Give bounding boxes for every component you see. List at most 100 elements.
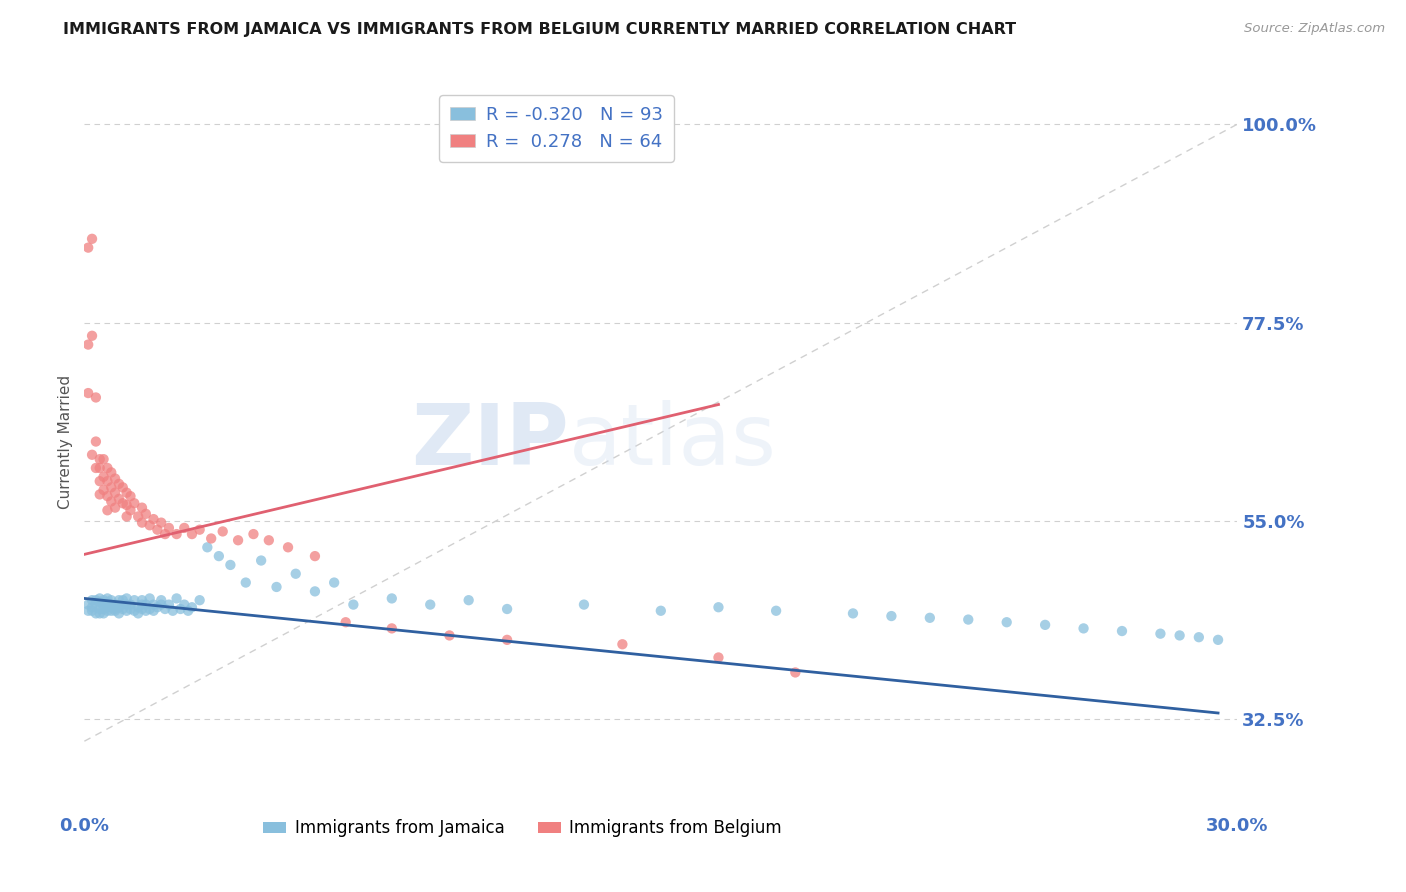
Point xyxy=(169,602,191,616)
Point xyxy=(707,600,730,615)
Point xyxy=(89,487,111,501)
Point xyxy=(707,650,730,665)
Point xyxy=(208,549,231,563)
Point xyxy=(100,604,122,618)
Point xyxy=(342,598,364,612)
Point xyxy=(181,600,204,615)
Point xyxy=(131,593,153,607)
Point xyxy=(80,604,103,618)
Point xyxy=(111,602,134,616)
Point xyxy=(111,480,134,494)
Point xyxy=(1206,632,1229,647)
Point xyxy=(131,516,153,530)
Point xyxy=(323,575,346,590)
Point xyxy=(277,541,299,555)
Point xyxy=(77,598,100,612)
Point xyxy=(166,591,188,606)
Point xyxy=(100,466,122,480)
Point xyxy=(80,232,103,246)
Point xyxy=(108,607,131,621)
Text: ZIP: ZIP xyxy=(411,400,568,483)
Point xyxy=(100,494,122,508)
Point xyxy=(124,496,146,510)
Point xyxy=(995,615,1018,630)
Legend: Immigrants from Jamaica, Immigrants from Belgium: Immigrants from Jamaica, Immigrants from… xyxy=(256,813,789,844)
Point xyxy=(115,498,138,512)
Point xyxy=(104,604,127,618)
Point xyxy=(115,604,138,618)
Point xyxy=(127,600,149,615)
Point xyxy=(146,523,169,537)
Point xyxy=(84,391,107,405)
Point xyxy=(80,448,103,462)
Point xyxy=(304,584,326,599)
Point xyxy=(572,598,595,612)
Point xyxy=(381,621,404,635)
Point xyxy=(77,604,100,618)
Point xyxy=(1073,621,1095,635)
Point xyxy=(96,591,118,606)
Point xyxy=(127,509,149,524)
Point xyxy=(93,470,115,484)
Point xyxy=(219,558,242,572)
Point xyxy=(120,598,142,612)
Text: atlas: atlas xyxy=(568,400,776,483)
Point xyxy=(93,452,115,467)
Point xyxy=(135,604,157,618)
Point xyxy=(96,600,118,615)
Point xyxy=(115,598,138,612)
Point xyxy=(150,593,173,607)
Point xyxy=(84,593,107,607)
Point xyxy=(842,607,865,621)
Point xyxy=(235,575,257,590)
Point xyxy=(211,524,233,539)
Point xyxy=(157,521,180,535)
Point xyxy=(84,598,107,612)
Point xyxy=(1111,624,1133,638)
Point xyxy=(89,474,111,488)
Point xyxy=(142,512,165,526)
Point xyxy=(457,593,479,607)
Point xyxy=(918,611,941,625)
Point xyxy=(115,591,138,606)
Text: Source: ZipAtlas.com: Source: ZipAtlas.com xyxy=(1244,22,1385,36)
Point xyxy=(138,591,160,606)
Point xyxy=(84,461,107,475)
Text: IMMIGRANTS FROM JAMAICA VS IMMIGRANTS FROM BELGIUM CURRENTLY MARRIED CORRELATION: IMMIGRANTS FROM JAMAICA VS IMMIGRANTS FR… xyxy=(63,22,1017,37)
Point xyxy=(188,523,211,537)
Point xyxy=(84,434,107,449)
Point xyxy=(115,485,138,500)
Point xyxy=(120,489,142,503)
Point xyxy=(124,604,146,618)
Point xyxy=(96,461,118,475)
Point xyxy=(93,593,115,607)
Point xyxy=(100,480,122,494)
Point xyxy=(612,637,634,651)
Point xyxy=(124,593,146,607)
Point xyxy=(266,580,288,594)
Point xyxy=(150,516,173,530)
Point xyxy=(166,527,188,541)
Point xyxy=(142,604,165,618)
Point xyxy=(153,527,176,541)
Point xyxy=(93,598,115,612)
Point xyxy=(104,471,127,485)
Point xyxy=(1188,630,1211,644)
Point xyxy=(284,566,307,581)
Point xyxy=(96,595,118,609)
Point xyxy=(162,604,184,618)
Point xyxy=(89,591,111,606)
Point xyxy=(138,518,160,533)
Point xyxy=(195,541,218,555)
Point xyxy=(173,598,195,612)
Point xyxy=(89,461,111,475)
Point xyxy=(257,533,280,548)
Point xyxy=(242,527,264,541)
Point xyxy=(226,533,249,548)
Point xyxy=(104,485,127,500)
Point xyxy=(304,549,326,563)
Point xyxy=(135,598,157,612)
Point xyxy=(108,491,131,506)
Point xyxy=(115,509,138,524)
Point xyxy=(188,593,211,607)
